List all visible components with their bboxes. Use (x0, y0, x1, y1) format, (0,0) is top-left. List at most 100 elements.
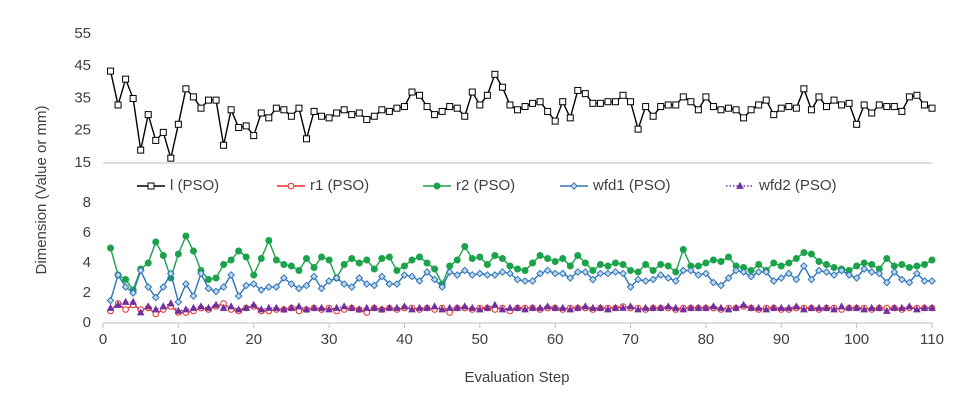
series-line (109, 70, 933, 159)
data-point (732, 303, 740, 311)
data-point (799, 262, 808, 270)
data-point (845, 99, 853, 107)
data-point (129, 95, 137, 102)
data-point (581, 90, 589, 98)
data-point (928, 104, 936, 112)
data-point (634, 305, 642, 313)
data-point (536, 252, 544, 259)
data-point (415, 303, 424, 311)
data-point (596, 303, 605, 311)
y-tick-label: 4 (83, 254, 91, 271)
data-point (573, 303, 582, 311)
data-point (400, 302, 409, 310)
data-point (235, 124, 243, 132)
data-point (423, 103, 431, 111)
data-point (325, 277, 333, 285)
data-point (898, 303, 906, 311)
data-point (506, 269, 514, 278)
data-point (709, 256, 717, 264)
data-point (181, 280, 190, 288)
data-point (905, 302, 914, 310)
data-point (604, 98, 612, 106)
data-point (370, 303, 379, 311)
data-point (272, 256, 280, 264)
data-point (875, 269, 884, 278)
data-point (815, 93, 823, 101)
data-point (219, 303, 228, 311)
data-point (370, 265, 378, 273)
data-point (747, 106, 755, 114)
data-point (717, 258, 725, 265)
data-point (679, 246, 687, 253)
data-point (340, 261, 348, 268)
data-point (445, 268, 454, 276)
data-point (830, 264, 838, 271)
data-point (491, 300, 499, 308)
data-point (672, 268, 680, 276)
data-point (144, 283, 153, 291)
data-point (340, 106, 348, 114)
data-point (769, 277, 778, 285)
data-point (197, 269, 205, 278)
data-point (717, 281, 725, 290)
data-point (461, 243, 469, 250)
data-point (408, 272, 416, 281)
data-point (460, 302, 469, 310)
data-point (348, 255, 356, 262)
data-point (920, 261, 928, 268)
data-point (596, 99, 604, 107)
data-point (664, 302, 673, 310)
data-point (551, 117, 559, 125)
data-point (249, 280, 258, 288)
data-point (212, 274, 220, 282)
data-point (317, 303, 326, 311)
data-point (107, 244, 115, 252)
x-tick-label: 30 (321, 331, 338, 348)
data-point (408, 256, 416, 264)
data-point (558, 303, 567, 311)
data-point (543, 266, 552, 275)
data-point (272, 303, 281, 311)
data-point (453, 256, 461, 264)
data-point (913, 91, 921, 99)
data-point (905, 93, 913, 101)
data-point (724, 305, 733, 313)
data-point (114, 300, 122, 308)
data-point (724, 274, 733, 282)
data-point (400, 262, 408, 270)
data-point (144, 259, 152, 267)
x-tick-label: 100 (844, 331, 869, 348)
data-point (219, 283, 228, 291)
data-point (634, 268, 642, 276)
data-point (423, 268, 431, 276)
data-point (167, 154, 175, 162)
data-point (227, 271, 236, 279)
data-point (762, 96, 770, 104)
data-point (642, 103, 650, 111)
x-tick-label: 0 (99, 331, 107, 348)
data-point (438, 107, 446, 115)
data-point (355, 274, 364, 282)
data-point (370, 281, 379, 290)
data-point (664, 101, 672, 109)
data-point (385, 303, 394, 311)
data-point (725, 253, 733, 261)
data-point (709, 103, 717, 111)
data-point (649, 267, 657, 274)
data-point (838, 101, 846, 109)
data-point (257, 305, 266, 313)
data-point (830, 271, 838, 279)
data-point (242, 281, 251, 290)
data-point (777, 274, 786, 282)
data-point (679, 266, 688, 275)
data-point (348, 111, 356, 119)
data-point (589, 99, 597, 107)
data-point (287, 112, 295, 120)
data-point (220, 261, 228, 268)
data-point (822, 103, 830, 111)
data-point (122, 75, 130, 83)
data-point (837, 302, 846, 310)
data-point (853, 262, 861, 270)
data-point (468, 255, 476, 262)
legend-label: r1 (PSO) (310, 177, 369, 194)
